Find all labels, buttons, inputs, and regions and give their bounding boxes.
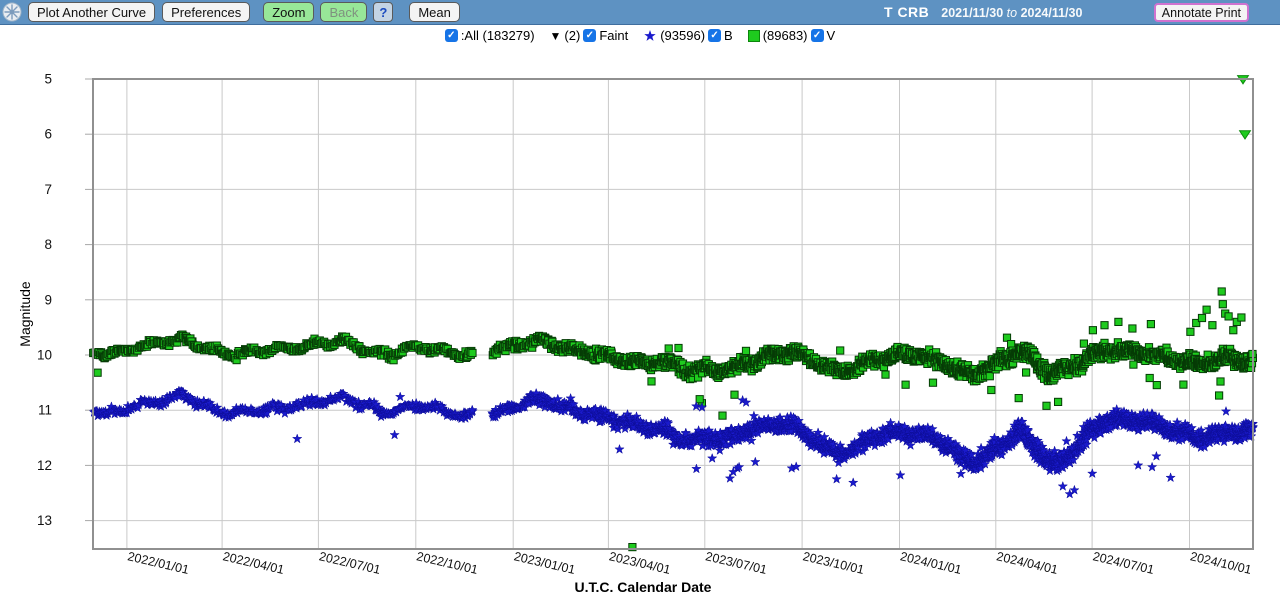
x-axis-tick-labels: 2022/01/01 2022/04/01 2022/07/01 2022/10/01…	[126, 549, 1253, 577]
date-start: 2021/11/30	[941, 6, 1003, 20]
v-count: (89683)	[763, 28, 808, 43]
y-axis-title: Magnitude	[17, 281, 33, 347]
chart-title: T CRB 2021/11/30 to 2024/11/30	[884, 4, 1082, 20]
svg-text:9: 9	[44, 292, 52, 307]
svg-text:2023/01/01: 2023/01/01	[513, 549, 577, 577]
svg-text:2022/10/01: 2022/10/01	[415, 549, 479, 577]
date-range: 2021/11/30 to 2024/11/30	[941, 6, 1082, 20]
series-B-points	[89, 385, 1258, 499]
fainter-than-markers	[1237, 75, 1251, 140]
back-button[interactable]: Back	[320, 2, 368, 22]
checkbox-faint[interactable]	[583, 29, 597, 42]
plot-another-curve-button[interactable]: Plot Another Curve	[28, 2, 156, 22]
date-to: to	[1007, 6, 1017, 20]
aavso-globe-icon[interactable]	[2, 2, 22, 22]
legend-b-label: B	[724, 28, 733, 43]
checkbox-all[interactable]	[444, 29, 458, 42]
b-count: (93596)	[660, 28, 705, 43]
svg-text:2022/01/01: 2022/01/01	[126, 549, 190, 577]
svg-text:2023/07/01: 2023/07/01	[704, 549, 768, 577]
fainter-than-icon: ▼	[550, 30, 562, 42]
svg-text:11: 11	[38, 403, 52, 418]
annotate-print-button[interactable]: Annotate Print	[1153, 3, 1249, 22]
faint-count: (2)	[564, 28, 580, 43]
legend-v-label: V	[827, 28, 836, 43]
toolbar: Plot Another Curve Preferences Zoom Back…	[0, 0, 1280, 25]
svg-text:2024/04/01: 2024/04/01	[995, 549, 1059, 577]
svg-text:13: 13	[37, 513, 52, 528]
svg-text:2022/07/01: 2022/07/01	[318, 549, 382, 577]
svg-text:8: 8	[44, 237, 52, 252]
legend-item-faint: ▼ (2) Faint	[550, 28, 629, 43]
legend-faint-label: Faint	[599, 28, 628, 43]
legend-all-label: :All (183279)	[461, 28, 535, 43]
star-name: T CRB	[884, 4, 929, 20]
svg-text:2022/04/01: 2022/04/01	[221, 549, 285, 577]
zoom-button[interactable]: Zoom	[263, 2, 315, 22]
svg-text:7: 7	[44, 182, 52, 197]
checkbox-v[interactable]	[810, 29, 824, 42]
preferences-button[interactable]: Preferences	[162, 2, 251, 22]
legend-bar: :All (183279) ▼ (2) Faint (93596) B (896…	[0, 25, 1280, 46]
mean-button[interactable]: Mean	[409, 2, 460, 22]
legend-item-b: (93596) B	[643, 28, 733, 43]
legend-item-all: :All (183279)	[444, 28, 535, 43]
svg-text:6: 6	[44, 127, 52, 142]
svg-text:5: 5	[44, 72, 52, 87]
svg-text:2024/10/01: 2024/10/01	[1189, 549, 1253, 577]
svg-text:2024/07/01: 2024/07/01	[1091, 549, 1155, 577]
date-end: 2024/11/30	[1021, 6, 1083, 20]
svg-text:2023/10/01: 2023/10/01	[801, 549, 865, 577]
plot-border	[92, 78, 1254, 550]
b-band-star-icon	[644, 29, 656, 41]
help-button[interactable]: ?	[373, 2, 394, 22]
svg-text:10: 10	[37, 348, 52, 363]
svg-text:2023/04/01: 2023/04/01	[608, 549, 672, 577]
checkbox-b[interactable]	[708, 29, 722, 42]
svg-text:12: 12	[37, 458, 52, 473]
series-V-points	[89, 287, 1257, 552]
y-axis-tick-labels: 5 6 7 8 9 10 11 12 13	[37, 72, 52, 529]
svg-text:2024/01/01: 2024/01/01	[899, 549, 963, 577]
x-axis-title: U.T.C. Calendar Date	[575, 579, 712, 595]
gridlines	[85, 78, 1253, 549]
v-band-square-icon	[747, 29, 760, 42]
legend-item-v: (89683) V	[747, 28, 836, 43]
